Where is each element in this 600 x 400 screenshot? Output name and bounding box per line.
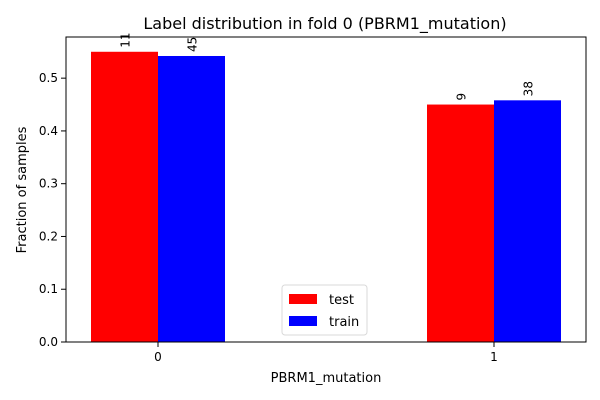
bar-test-0 — [91, 51, 158, 342]
bar-value-label: 9 — [455, 93, 469, 101]
y-tick-label: 0.4 — [39, 124, 58, 138]
bar-value-label: 45 — [186, 37, 200, 52]
data-labels-layer: 11 9 45 38 — [119, 32, 536, 100]
bar-value-label: 11 — [119, 32, 133, 47]
y-tick-label: 0.3 — [39, 177, 58, 191]
legend: test train — [281, 284, 368, 336]
bar-train-0 — [158, 55, 225, 342]
bar-train-1 — [494, 100, 561, 342]
legend-swatch-train — [289, 316, 317, 326]
x-tick-label: 0 — [154, 350, 162, 364]
y-tick-label: 0.2 — [39, 229, 58, 243]
chart-title: Label distribution in fold 0 (PBRM1_muta… — [143, 14, 506, 34]
y-axis: 0.0 0.1 0.2 0.3 0.4 0.5 — [39, 71, 66, 349]
legend-label-test: test — [329, 293, 354, 308]
legend-swatch-test — [289, 294, 317, 304]
y-tick-label: 0.5 — [39, 71, 58, 85]
x-tick-label: 1 — [490, 350, 498, 364]
legend-label-train: train — [329, 315, 359, 330]
y-tick-label: 0.0 — [39, 335, 58, 349]
bar-test-1 — [427, 104, 494, 343]
plot-frame — [65, 36, 587, 343]
bars-layer — [91, 51, 561, 343]
y-tick-label: 0.1 — [39, 282, 58, 296]
x-axis-label: PBRM1_mutation — [271, 371, 382, 386]
y-axis-label: Fraction of samples — [15, 126, 30, 253]
bar-value-label: 38 — [522, 81, 536, 96]
